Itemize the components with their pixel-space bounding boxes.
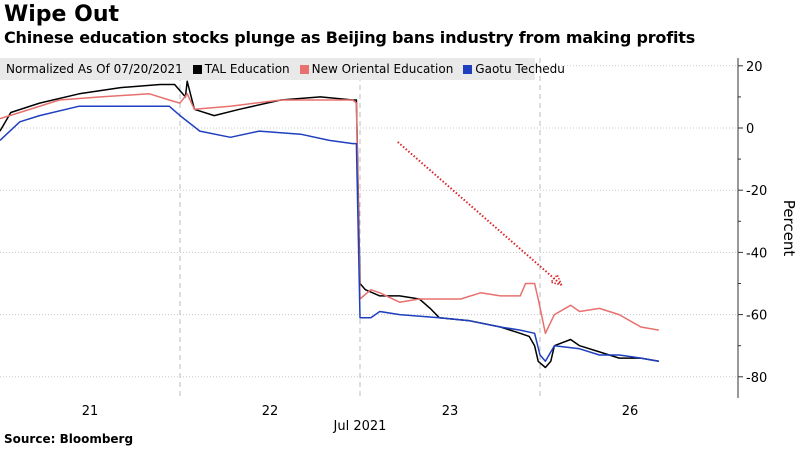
x-tick-label: 21 — [82, 404, 99, 419]
annotation-arrow — [397, 141, 563, 286]
x-period-label: Jul 2021 — [333, 419, 387, 434]
series-line-new-oriental-education — [0, 93, 659, 335]
legend-item-tal: TAL Education — [192, 62, 290, 76]
legend-swatch — [463, 65, 473, 74]
source-note: Source: Bloomberg — [4, 432, 134, 446]
chart-title: Wipe Out — [4, 2, 120, 27]
y-tick-label: 0 — [746, 122, 754, 137]
legend-item-gaotu: Gaotu Techedu — [463, 62, 565, 76]
x-tick-label: 26 — [622, 404, 639, 419]
chart-subtitle: Chinese education stocks plunge as Beiji… — [4, 28, 696, 47]
legend-label: New Oriental Education — [311, 62, 454, 76]
y-tick-label: 20 — [746, 60, 763, 75]
y-tick-label: -60 — [746, 309, 767, 324]
legend-swatch — [192, 65, 202, 74]
legend-swatch — [299, 65, 309, 74]
legend-label: Gaotu Techedu — [475, 62, 565, 76]
y-tick-label: -40 — [746, 246, 767, 261]
legend-label: TAL Education — [204, 62, 290, 76]
y-tick-label: -80 — [746, 371, 767, 386]
y-tick-label: -20 — [746, 184, 767, 199]
y-axis-label: Percent — [780, 200, 798, 257]
legend: Normalized As Of 07/20/2021 TAL Educatio… — [0, 58, 565, 80]
series-line-tal-education — [0, 80, 659, 369]
annotation-arrowhead — [549, 273, 563, 287]
legend-title: Normalized As Of 07/20/2021 — [6, 62, 183, 76]
legend-item-new-oriental: New Oriental Education — [299, 62, 454, 76]
x-tick-label: 23 — [442, 404, 459, 419]
x-tick-label: 22 — [262, 404, 279, 419]
series-line-gaotu-techedu — [0, 105, 659, 363]
